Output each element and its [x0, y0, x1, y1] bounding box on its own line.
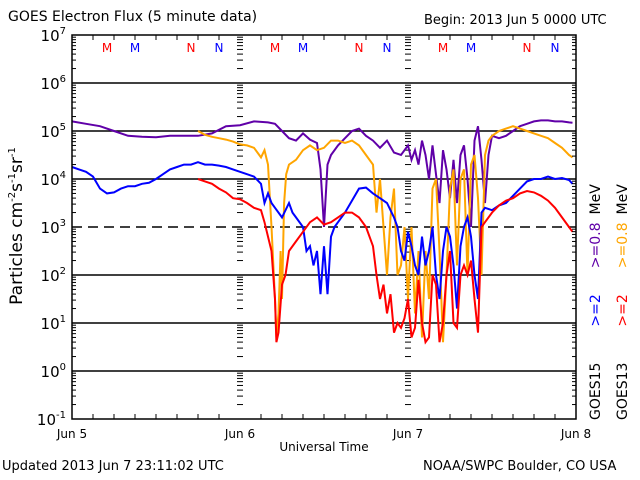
y-tick-label: 107 [41, 26, 66, 45]
y-axis-label: Particles cm-2s-1sr-1 [7, 147, 27, 305]
marker-m: M [270, 41, 280, 55]
y-tick-label: 102 [41, 266, 66, 285]
y-tick-labels: 107 106 105 104 103 102 101 100 10-1 [37, 26, 66, 429]
y-tick-label: 100 [41, 362, 66, 381]
marker-n: N [355, 41, 364, 55]
begin-date-label: Begin: 2013 Jun 5 0000 UTC [424, 13, 607, 28]
chart-title: GOES Electron Flux (5 minute data) [8, 9, 258, 25]
series-lines [71, 119, 574, 345]
x-tick-label: Jun 6 [224, 427, 255, 441]
marker-n: N [215, 41, 224, 55]
legend-column-goes13: GOES13>=2>=0.8MeV [615, 184, 631, 420]
marker-n: N [523, 41, 532, 55]
marker-n: N [383, 41, 392, 55]
legend-column-goes15: GOES15>=2>=0.8MeV [588, 184, 604, 420]
y-tick-label: 105 [41, 122, 66, 141]
marker-n: N [551, 41, 560, 55]
x-tick-label: Jun 8 [560, 427, 591, 441]
series-goes15-0-8-mev [71, 119, 573, 228]
axes [71, 34, 577, 420]
series-goes15-2-mev [71, 161, 574, 309]
y-tick-label: 104 [41, 170, 66, 189]
y-tick-label: 106 [41, 74, 66, 93]
marker-m: M [130, 41, 140, 55]
x-tick-label: Jun 5 [56, 427, 87, 441]
marker-n: N [187, 41, 196, 55]
credit-text: NOAA/SWPC Boulder, CO USA [423, 459, 617, 474]
y-tick-label: 101 [41, 314, 66, 333]
y-tick-label: 10-1 [37, 410, 66, 429]
legend: GOES15>=2>=0.8MeV GOES13>=2>=0.8MeV [588, 184, 631, 420]
series-goes13-0-8-mev [197, 125, 574, 343]
marker-m: M [466, 41, 476, 55]
x-tick-label: Jun 7 [392, 427, 423, 441]
marker-m: M [438, 41, 448, 55]
x-axis-label: Universal Time [279, 440, 368, 454]
marker-m: M [298, 41, 308, 55]
y-tick-label: 103 [41, 218, 66, 237]
updated-timestamp: Updated 2013 Jun 7 23:11:02 UTC [2, 459, 224, 474]
marker-m: M [102, 41, 112, 55]
series-goes13-2-mev [197, 178, 574, 345]
x-tick-labels: Jun 5 Jun 6 Jun 7 Jun 8 [56, 427, 591, 441]
